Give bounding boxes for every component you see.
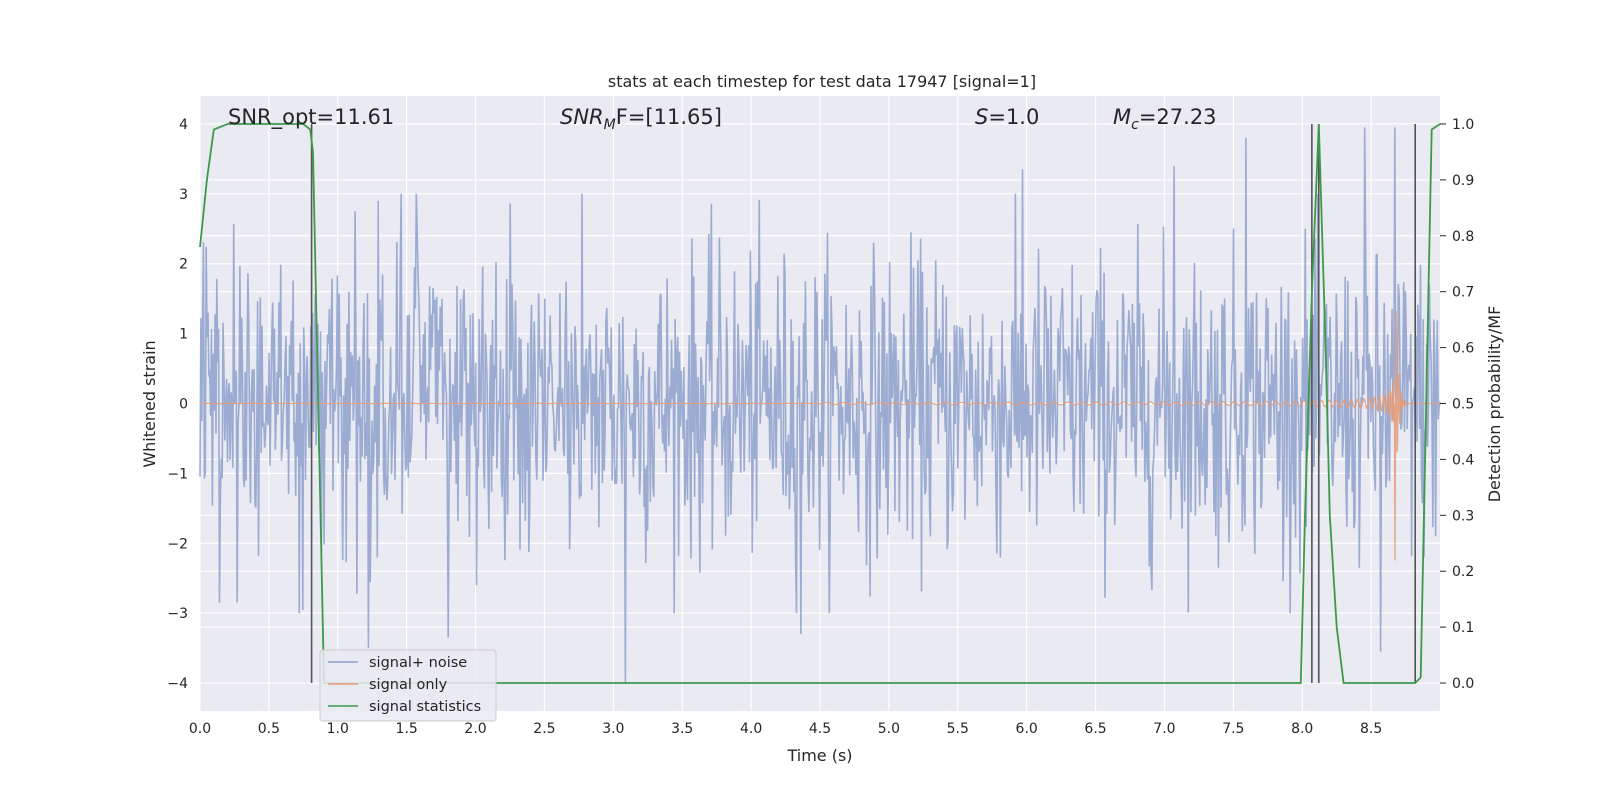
- chart-title: stats at each timestep for test data 179…: [608, 72, 1036, 91]
- legend-label-signal-only: signal only: [369, 677, 448, 693]
- legend-label-signal-noise: signal+ noise: [369, 655, 467, 671]
- x-tick-label: 7.5: [1222, 721, 1244, 737]
- x-tick-label: 4.0: [740, 721, 762, 737]
- y-tick-label: −2: [167, 536, 188, 552]
- annotation-snr-mf-value: F=[11.65]: [616, 105, 722, 129]
- y2-tick-label: 1.0: [1452, 117, 1474, 133]
- annotation-snr-mf: SNRMF=[11.65]: [560, 105, 722, 133]
- x-tick-label: 7.0: [1153, 721, 1175, 737]
- vertical-markers: [310, 123, 1416, 684]
- x-axis-label: Time (s): [786, 746, 852, 765]
- y2-tick-label: 0.8: [1452, 229, 1474, 245]
- y2-tick-label: 0.1: [1452, 620, 1474, 636]
- annotation-mc: Mc=27.23: [1113, 105, 1217, 133]
- x-tick-label: 8.0: [1291, 721, 1313, 737]
- annotation-snr-mf-symbol: SNR: [560, 105, 604, 129]
- y-tick-label: −1: [167, 466, 188, 482]
- x-tick-label: 6.0: [1016, 721, 1038, 737]
- x-tick-label: 0.0: [189, 721, 211, 737]
- y-tick-label: 2: [179, 257, 188, 273]
- annotation-mc-symbol: M: [1113, 105, 1131, 129]
- y-tick-label: 1: [179, 327, 188, 343]
- y2-tick-label: 0.7: [1452, 285, 1474, 301]
- y2-axis-label: Detection probability/MF: [1485, 306, 1504, 503]
- y-tick-label: 3: [179, 187, 188, 203]
- annotation-snr-opt: SNR_opt=11.61: [228, 105, 394, 130]
- y-tick-label: 0: [179, 397, 188, 413]
- x-tick-label: 5.0: [878, 721, 900, 737]
- y-tick-label: 4: [179, 117, 188, 133]
- y2-tick-label: 0.9: [1452, 173, 1474, 189]
- y2-axis-ticks: 0.0 0.1 0.2 0.3 0.4 0.5 0.6 0.7 0.8 0.9 1.0: [1440, 117, 1474, 692]
- x-tick-label: 3.0: [602, 721, 624, 737]
- y2-tick-label: 0.2: [1452, 564, 1474, 580]
- y-axis-ticks: −4 −3 −2 −1 0 1 2 3 4: [167, 117, 188, 692]
- x-tick-label: 5.5: [947, 721, 969, 737]
- y-tick-label: −3: [167, 606, 188, 622]
- y2-tick-label: 0.0: [1452, 676, 1474, 692]
- x-axis-ticks: 0.0 0.5 1.0 1.5 2.0 2.5 3.0 3.5 4.0 4.5 5.0 5.5 6.0 6…: [189, 721, 1382, 737]
- series-signal-statistics: [199, 123, 1441, 684]
- line-signal-only: [200, 310, 1440, 561]
- series-signal-noise: [199, 127, 1441, 684]
- x-tick-label: 0.5: [258, 721, 280, 737]
- annotation-mc-value: =27.23: [1139, 105, 1217, 129]
- y2-tick-label: 0.6: [1452, 341, 1474, 357]
- x-tick-label: 6.5: [1084, 721, 1106, 737]
- y-axis-label: Whitened strain: [140, 340, 159, 467]
- x-tick-label: 2.0: [464, 721, 486, 737]
- line-signal-statistics: [199, 123, 1441, 684]
- x-tick-label: 8.5: [1360, 721, 1382, 737]
- annotation-s-symbol: S: [975, 105, 988, 129]
- annotation-s-value: =1.0: [988, 105, 1039, 129]
- y2-tick-label: 0.5: [1452, 397, 1474, 413]
- annotation-mc-sub: c: [1131, 117, 1139, 133]
- annotation-s: S=1.0: [975, 105, 1039, 129]
- legend-label-signal-statistics: signal statistics: [369, 699, 481, 715]
- x-tick-label: 2.5: [533, 721, 555, 737]
- line-signal-noise: [199, 127, 1441, 684]
- legend: signal+ noise signal only signal statist…: [319, 649, 497, 722]
- y2-tick-label: 0.3: [1452, 508, 1474, 524]
- annotation-snr-mf-sub: M: [604, 117, 616, 133]
- x-tick-label: 1.5: [396, 721, 418, 737]
- series-signal-only: [200, 310, 1440, 561]
- y-tick-label: −4: [167, 676, 188, 692]
- legend-box: [319, 649, 497, 722]
- y2-tick-label: 0.4: [1452, 452, 1474, 468]
- x-tick-label: 3.5: [671, 721, 693, 737]
- x-tick-label: 1.0: [327, 721, 349, 737]
- x-tick-label: 4.5: [809, 721, 831, 737]
